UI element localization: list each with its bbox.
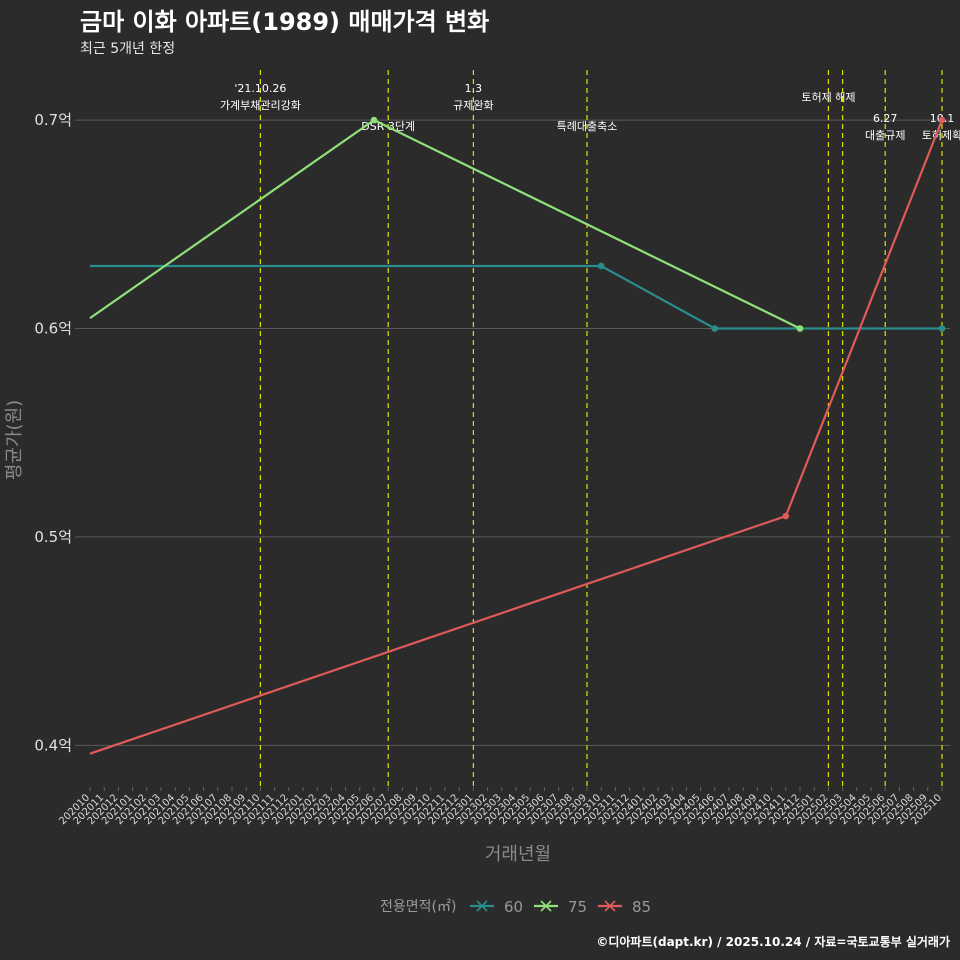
chart-subtitle: 최근 5개년 한정: [80, 41, 175, 57]
event-label: '21.10.26: [234, 82, 286, 95]
legend-label: 75: [568, 898, 587, 916]
legend-item-60: 60: [470, 898, 523, 916]
event-label: 규제완화: [453, 99, 493, 112]
data-point-85: [782, 512, 790, 520]
chart-title: 금마 이화 아파트(1989) 매매가격 변화: [80, 8, 489, 36]
data-point-85: [938, 116, 946, 124]
legend-marker: [604, 900, 616, 912]
y-tick-label: 0.4억: [34, 736, 72, 754]
legend-label: 60: [504, 898, 523, 916]
legend-item-75: 75: [534, 898, 587, 916]
y-axis-title: 평균가(원): [4, 400, 25, 480]
legend: 전용면적(㎡) 60 75 85: [380, 898, 651, 916]
event-label: 토허제 해제: [801, 90, 855, 104]
event-label: 특례대출축소: [557, 120, 618, 133]
event-label: 1.3: [465, 82, 483, 95]
y-tick-labels: 0.4억 0.5억 0.6억 0.7억: [34, 111, 72, 754]
event-label: 6.27: [873, 112, 898, 125]
series-line-60: [90, 264, 942, 330]
data-point-60: [711, 325, 719, 332]
x-axis-title: 거래년월: [485, 844, 551, 865]
y-tick-label: 0.7억: [34, 111, 72, 129]
y-gridlines: [75, 119, 950, 746]
legend-label: 85: [632, 898, 651, 916]
legend-marker: [476, 900, 488, 912]
event-label: 가계부채관리강화: [220, 99, 301, 112]
data-point-60: [597, 262, 605, 270]
y-tick-label: 0.5억: [34, 528, 72, 546]
x-tick-labels: 2020102020112020122021012021022021032021…: [57, 787, 944, 827]
data-point-75: [796, 325, 804, 332]
data-point-75: [370, 116, 378, 124]
y-tick-label: 0.6억: [34, 320, 72, 338]
series-line-85: [89, 119, 944, 755]
legend-item-85: 85: [598, 898, 651, 916]
data-series: [89, 116, 946, 755]
event-label: 토허제확: [922, 129, 960, 142]
data-point-60: [938, 325, 946, 332]
series-line-75: [89, 118, 801, 330]
legend-marker: [540, 900, 552, 912]
event-label: 대출규제: [865, 129, 905, 142]
legend-title: 전용면적(㎡): [380, 899, 456, 915]
chart-caption: ©디아파트(dapt.kr) / 2025.10.24 / 자료=국토교통부 실…: [596, 934, 950, 949]
